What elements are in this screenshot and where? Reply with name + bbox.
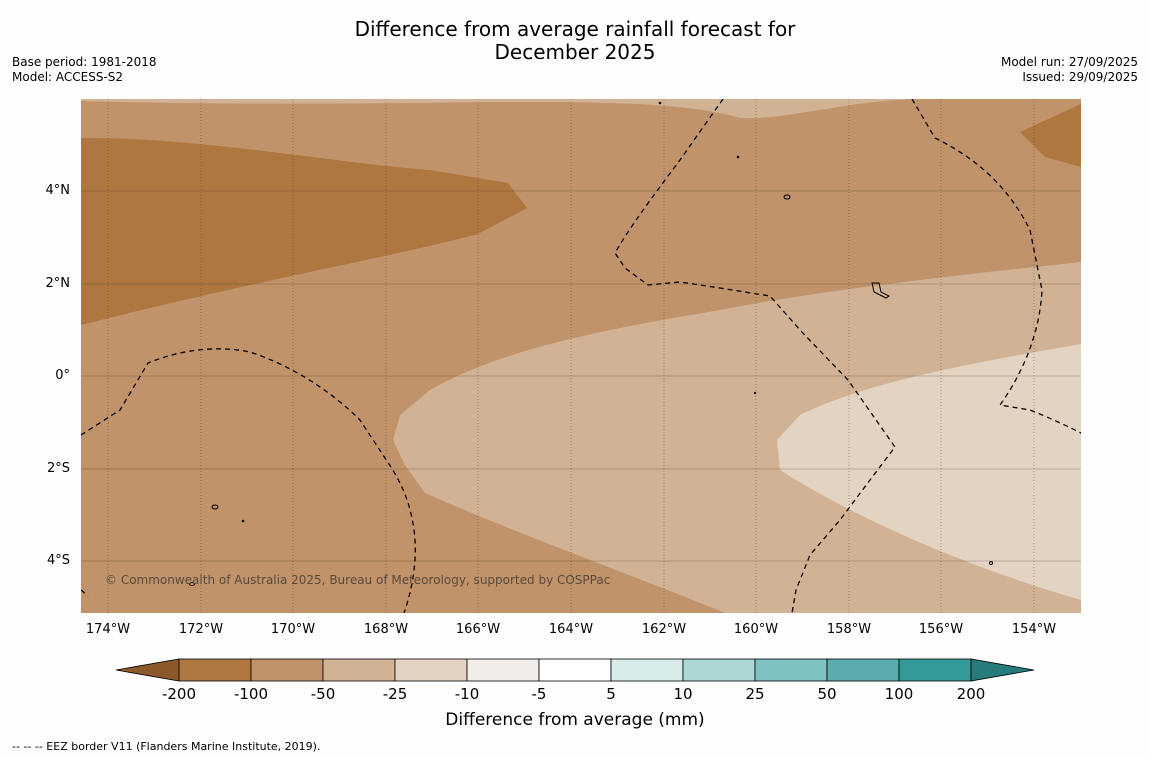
band-top-light <box>81 99 920 119</box>
island-1 <box>783 194 791 200</box>
copyright-notice: © Commonwealth of Australia 2025, Bureau… <box>105 573 611 587</box>
colorbar-swatch <box>322 658 396 682</box>
lat-label-4n: 4°N <box>45 183 71 198</box>
island-6 <box>736 155 740 159</box>
island-8 <box>189 582 195 586</box>
island-3 <box>211 504 219 510</box>
lon-label-156w: 156°W <box>918 622 964 637</box>
colorbar-swatch <box>682 658 756 682</box>
colorbar-swatch <box>754 658 828 682</box>
island-7 <box>753 391 757 395</box>
lat-label-2s: 2°S <box>46 461 70 476</box>
issued-date: Issued: 29/09/2025 <box>1022 70 1138 84</box>
map-area <box>81 99 1081 613</box>
lon-label-174w: 174°W <box>85 622 131 637</box>
lon-label-160w: 160°W <box>733 622 779 637</box>
chart-title: Difference from average rainfall forecas… <box>0 18 1150 64</box>
cbar-tick-label: 5 <box>606 685 616 703</box>
lat-label-0: 0° <box>55 368 70 383</box>
colorbar-swatch <box>826 658 900 682</box>
lon-label-164w: 164°W <box>548 622 594 637</box>
cbar-tick-label: -5 <box>531 685 547 703</box>
meta-left: Base period: 1981-2018 Model: ACCESS-S2 <box>12 55 157 85</box>
island-4 <box>241 519 245 523</box>
lon-label-172w: 172°W <box>178 622 224 637</box>
colorbar-swatch <box>538 658 612 682</box>
island-5 <box>658 101 662 105</box>
title-line-1: Difference from average rainfall forecas… <box>354 17 796 41</box>
cbar-tick-label: -50 <box>310 685 336 703</box>
lon-label-170w: 170°W <box>270 622 316 637</box>
band-dark-northeast <box>1020 104 1081 167</box>
eez-border-east <box>911 99 1081 434</box>
base-period: Base period: 1981-2018 <box>12 55 157 69</box>
colorbar-swatch <box>250 658 324 682</box>
island-2 <box>871 282 890 299</box>
island-9 <box>989 561 993 565</box>
lon-label-168w: 168°W <box>363 622 409 637</box>
colorbar-extend-high <box>970 658 1035 682</box>
cbar-tick-label: -100 <box>233 685 269 703</box>
eez-border-west <box>81 348 416 613</box>
cbar-tick-label: 50 <box>817 685 837 703</box>
lon-label-158w: 158°W <box>826 622 872 637</box>
cbar-tick-label: 25 <box>745 685 765 703</box>
title-line-2: December 2025 <box>494 40 656 64</box>
graticule <box>81 99 1081 613</box>
cbar-tick-label: -10 <box>454 685 480 703</box>
cbar-tick-label: 200 <box>956 685 986 703</box>
meta-right: Model run: 27/09/2025 Issued: 29/09/2025 <box>1001 55 1138 85</box>
colorbar-swatch <box>466 658 540 682</box>
lat-label-2n: 2°N <box>45 276 71 291</box>
colorbar-swatch <box>610 658 684 682</box>
lon-label-154w: 154°W <box>1011 622 1057 637</box>
band-dark-west <box>81 137 527 325</box>
eez-footnote: -- -- -- EEZ border V11 (Flanders Marine… <box>12 740 321 753</box>
cbar-tick-label: 100 <box>884 685 914 703</box>
eez-borders <box>81 99 1081 613</box>
cbar-tick-label: -25 <box>382 685 408 703</box>
cbar-tick-label: 10 <box>673 685 693 703</box>
colorbar-swatch <box>898 658 972 682</box>
islands <box>189 101 993 586</box>
colorbar-swatch <box>394 658 468 682</box>
band-minus10-25 <box>777 344 1081 600</box>
lon-label-162w: 162°W <box>641 622 687 637</box>
model-run: Model run: 27/09/2025 <box>1000 55 1138 69</box>
colorbar <box>115 658 1035 682</box>
cbar-tick-label: -200 <box>161 685 197 703</box>
lat-label-4s: 4°S <box>46 553 70 568</box>
colorbar-extend-low <box>115 658 180 682</box>
colorbar-swatch <box>178 658 252 682</box>
eez-border-southwest <box>81 589 89 597</box>
colorbar-title: Difference from average (mm) <box>445 710 705 730</box>
lon-label-166w: 166°W <box>455 622 501 637</box>
model-name: Model: ACCESS-S2 <box>12 70 124 84</box>
